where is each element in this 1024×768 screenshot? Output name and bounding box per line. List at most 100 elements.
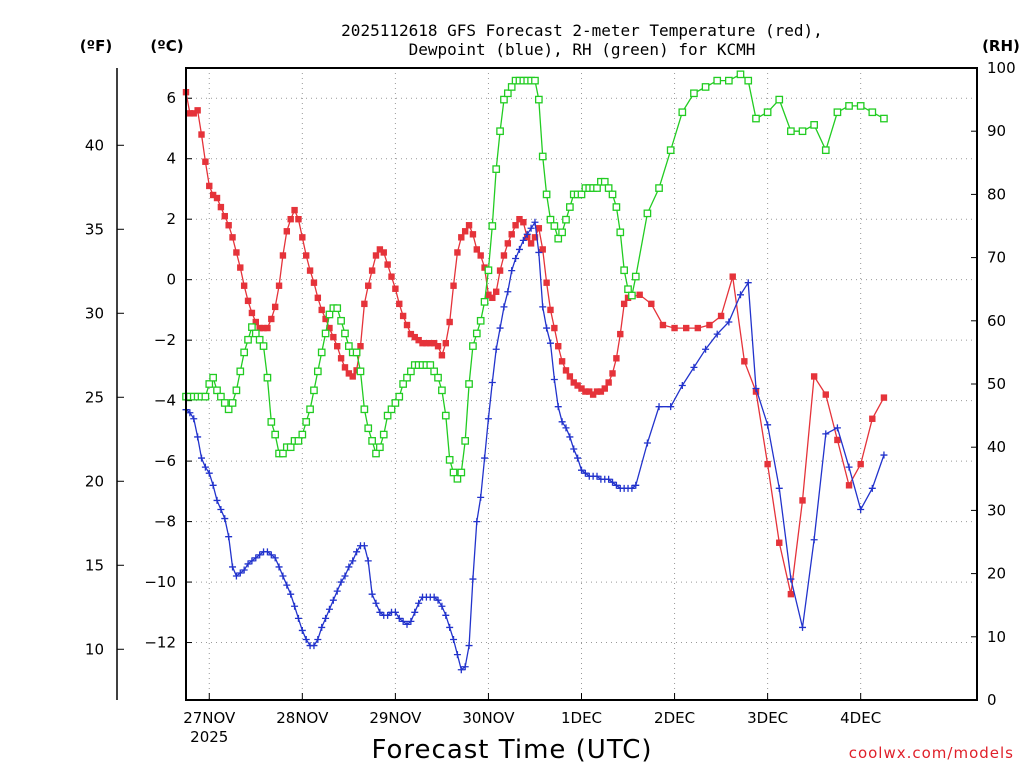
- rh-point: [558, 228, 566, 237]
- fahrenheit-tick-label: 25: [85, 388, 104, 406]
- dewpoint-point: [275, 563, 283, 571]
- dewpoint-point: [775, 484, 783, 492]
- temperature-point: [419, 339, 426, 347]
- rh-point: [744, 76, 753, 85]
- temperature-point: [240, 282, 248, 289]
- dewpoint-point: [384, 611, 392, 619]
- temperature-point: [209, 191, 217, 199]
- temperature-point: [275, 282, 283, 289]
- temperature-point: [706, 321, 713, 329]
- dewpoint-point: [488, 378, 496, 386]
- dewpoint-point: [364, 557, 372, 565]
- dewpoint-point: [477, 493, 485, 501]
- temperature-point: [372, 252, 380, 259]
- temperature-point: [198, 131, 205, 138]
- dewpoint-point: [554, 403, 562, 411]
- celsius-tick-label: −10: [144, 573, 176, 591]
- temperature-point: [206, 182, 213, 190]
- rh-point: [379, 430, 388, 439]
- temperature-point: [535, 225, 543, 232]
- rh-point: [577, 190, 586, 199]
- temperature-point: [717, 312, 725, 320]
- temperature-point: [648, 300, 655, 308]
- dewpoint-point: [236, 569, 244, 577]
- dewpoint-point: [868, 484, 876, 492]
- rh-point: [317, 348, 326, 357]
- rh-point: [453, 474, 462, 483]
- temperature-point: [574, 382, 581, 389]
- rh-tick-label: 0: [987, 691, 997, 709]
- temperature-point: [213, 194, 221, 202]
- rh-point: [655, 184, 663, 192]
- dewpoint-point: [399, 617, 407, 625]
- rh-point: [426, 361, 435, 369]
- temperature-point: [256, 324, 263, 332]
- rh-point: [690, 89, 698, 98]
- temperature-point: [527, 240, 535, 247]
- dewpoint-point: [857, 505, 865, 513]
- time-tick-label: 4DEC: [840, 709, 881, 727]
- rh-point: [465, 380, 473, 388]
- rh-point: [248, 323, 256, 331]
- dewpoint-point: [244, 560, 252, 568]
- rh-tick-label: 10: [987, 628, 1006, 646]
- rh-point: [205, 380, 214, 388]
- rh-point: [372, 449, 380, 458]
- dewpoint-point: [725, 318, 733, 326]
- dewpoint-point: [713, 330, 721, 338]
- dewpoint-point: [186, 409, 194, 417]
- dewpoint-point: [845, 463, 853, 471]
- temperature-point: [384, 261, 391, 268]
- rh-point: [496, 127, 504, 136]
- dewpoint-point: [570, 445, 578, 453]
- fahrenheit-tick-label: 15: [85, 556, 104, 574]
- dewpoint-point: [581, 469, 589, 477]
- temperature-point: [330, 333, 337, 341]
- dewpoint-point: [302, 636, 310, 644]
- dewpoint-point: [263, 548, 271, 556]
- rh-point: [201, 392, 210, 401]
- dewpoint-point: [298, 626, 306, 634]
- temperature-point: [271, 303, 279, 311]
- dewpoint-point: [822, 430, 830, 438]
- dewpoint-point: [523, 230, 531, 238]
- rh-point: [360, 405, 369, 414]
- rh-point: [701, 83, 710, 91]
- temperature-point: [465, 222, 473, 229]
- temperature-point: [434, 343, 442, 350]
- dewpoint-point: [799, 623, 807, 631]
- temperature-point: [306, 267, 314, 274]
- rh-point: [461, 437, 470, 445]
- rh-point: [244, 335, 252, 344]
- dewpoint-point: [442, 611, 450, 619]
- dewpoint-point: [271, 554, 279, 562]
- dewpoint-point: [492, 345, 500, 353]
- dewpoint-point: [667, 403, 675, 411]
- rh-point: [286, 443, 295, 452]
- temperature-point: [361, 300, 368, 308]
- temperature-point: [458, 234, 465, 241]
- temperature-point: [345, 370, 353, 377]
- rh-point: [736, 70, 745, 79]
- chart-title-line-2: Dewpoint (blue), RH (green) for KCMH: [409, 40, 756, 59]
- dewpoint-point: [609, 478, 617, 486]
- temperature-point: [776, 539, 783, 546]
- rh-point: [310, 386, 318, 395]
- rh-point: [787, 127, 795, 136]
- dewpoint-point: [232, 572, 240, 580]
- chart-title-line-1: 2025112618 GFS Forecast 2-meter Temperat…: [341, 21, 823, 40]
- dewpoint-point: [643, 439, 651, 447]
- dewpoint-point: [209, 481, 217, 489]
- dewpoint-point: [325, 605, 333, 613]
- celsius-tick-label: −2: [154, 331, 176, 349]
- rh-point: [228, 399, 237, 407]
- rh-point: [445, 455, 454, 464]
- rh-point: [469, 342, 477, 350]
- temperature-point: [423, 339, 430, 347]
- time-tick-sublabel: 2025: [190, 728, 228, 746]
- rh-point: [550, 222, 559, 230]
- dewpoint-point: [690, 363, 698, 371]
- dewpoint-point: [484, 415, 492, 423]
- rh-tick-label: 40: [987, 438, 1006, 456]
- temperature-point: [496, 267, 504, 274]
